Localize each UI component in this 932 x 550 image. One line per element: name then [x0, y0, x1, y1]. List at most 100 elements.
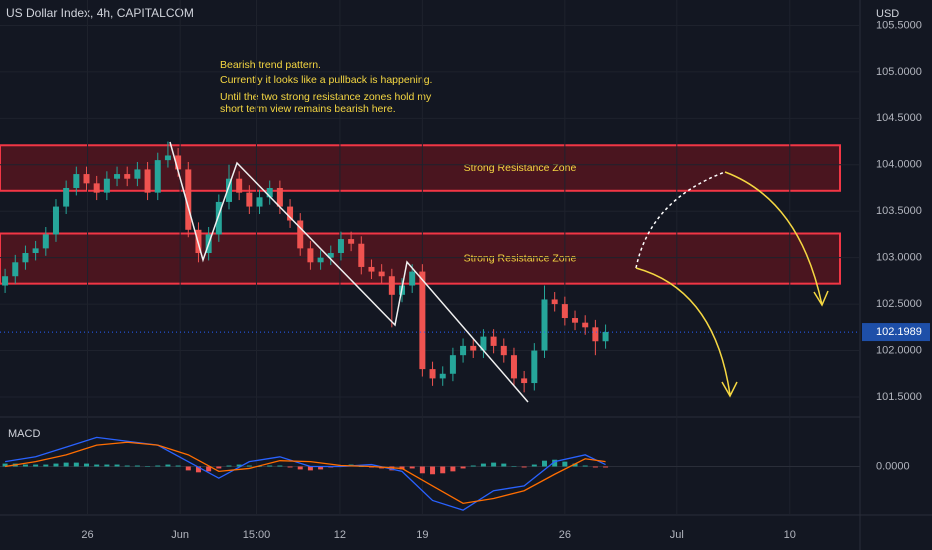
trend-lines — [169, 141, 529, 403]
candle-body — [358, 243, 365, 267]
macd-histogram-bar — [592, 466, 598, 468]
macd-histogram-bar — [33, 464, 39, 467]
zone-label: Strong Resistance Zone — [464, 162, 577, 174]
candle-body — [388, 276, 395, 295]
macd-histogram-bar — [195, 466, 201, 473]
macd-histogram-bar — [419, 466, 425, 474]
macd-histogram-bar — [114, 464, 120, 467]
candle-body — [317, 257, 324, 263]
macd-histogram-bar — [155, 465, 161, 467]
macd-histogram-bar — [63, 462, 69, 467]
y-axis-label: USD — [876, 8, 899, 20]
macd-histogram-bar — [246, 465, 252, 467]
macd-histogram-bar — [185, 466, 191, 471]
macd-histogram-bar — [257, 466, 263, 467]
macd-histogram-bar — [470, 465, 476, 467]
candle-body — [246, 192, 253, 207]
candle-body — [134, 169, 141, 179]
macd-histogram-bar — [236, 464, 242, 467]
macd-histogram-bar — [94, 464, 100, 467]
candle-body — [582, 322, 589, 328]
x-tick-label: 26 — [81, 529, 93, 541]
macd-histogram-bar — [562, 461, 568, 467]
candle-body — [561, 304, 568, 319]
candle-body — [73, 174, 80, 188]
candle-body — [429, 369, 436, 379]
candle-body — [602, 331, 609, 342]
plot — [0, 0, 860, 515]
x-tick-label: Jun — [171, 529, 189, 541]
macd-histogram-bar — [226, 465, 232, 467]
macd-histogram-bar — [175, 465, 181, 467]
candle-body — [42, 234, 49, 249]
candle-body — [460, 345, 467, 356]
candle-body — [287, 206, 294, 221]
candle-body — [12, 262, 19, 277]
candle-body — [164, 155, 171, 161]
macd-histogram-bar — [134, 465, 140, 467]
candle-body — [22, 253, 29, 263]
macd-histogram-bar — [2, 463, 8, 467]
candle-body — [307, 248, 314, 263]
macd-histogram-bar — [603, 466, 609, 468]
candle-body — [378, 271, 385, 277]
annotation: Until the two strong resistance zones ho… — [220, 91, 432, 103]
x-tick-label: 12 — [334, 529, 346, 541]
candle-body — [236, 178, 243, 193]
annotation: Currently it looks like a pullback is ha… — [220, 74, 432, 86]
candle-body — [185, 169, 192, 230]
macd-histogram-bar — [541, 460, 547, 467]
candle-body — [276, 187, 283, 207]
y-tick-label: 103.0000 — [876, 252, 922, 264]
macd-histogram-bar — [501, 463, 507, 467]
macd-title: MACD — [8, 428, 40, 440]
macd-histogram-bar — [267, 465, 273, 467]
y-tick-label: 104.0000 — [876, 159, 922, 171]
candle-body — [541, 299, 548, 351]
y-tick-label: 105.0000 — [876, 66, 922, 78]
macd-histogram-bar — [409, 466, 415, 469]
y-tick-label: 101.5000 — [876, 391, 922, 403]
candle-body — [592, 327, 599, 342]
arrow-head — [721, 381, 738, 398]
candle-body — [500, 345, 507, 356]
macd-histogram-bar — [430, 466, 436, 475]
macd-line — [4, 436, 606, 511]
last-price-label: 102.1989 — [876, 326, 922, 338]
y-tick-label: 105.5000 — [876, 19, 922, 31]
macd-histogram-bar — [318, 466, 324, 470]
candle-body — [572, 318, 579, 323]
candle-body — [256, 197, 263, 207]
y-tick-label: 102.5000 — [876, 298, 922, 310]
drop-arrow — [724, 171, 823, 306]
candle-body — [348, 239, 355, 244]
macd-histogram-bar — [531, 464, 537, 467]
macd-histogram-bar — [104, 464, 110, 467]
annotation: short term view remains bearish here. — [220, 103, 396, 115]
candle-body — [93, 183, 100, 193]
macd-histogram-bar — [480, 463, 486, 467]
last-price-box — [862, 323, 930, 342]
macd-histogram-bar — [22, 464, 28, 467]
candle-body — [266, 187, 273, 198]
candle-body — [215, 201, 222, 235]
x-tick-label: Jul — [670, 529, 684, 541]
y-tick-label: 103.5000 — [876, 205, 922, 217]
candle-body — [531, 350, 538, 384]
chart-title: US Dollar Index, 4h, CAPITALCOM — [6, 6, 194, 20]
macd-histogram-bar — [572, 463, 578, 467]
candle-body — [439, 373, 446, 379]
candle-body — [419, 271, 426, 370]
macd-histogram-bar — [216, 466, 222, 469]
y-tick-label: 104.5000 — [876, 112, 922, 124]
x-tick-label: 15:00 — [243, 529, 271, 541]
candle-body — [551, 299, 558, 305]
zone-label: Strong Resistance Zone — [464, 252, 577, 264]
candle-body — [114, 174, 121, 179]
candle-body — [52, 206, 59, 235]
macd-histogram-bar — [277, 465, 283, 467]
resistance-zone — [0, 144, 841, 192]
drop-arrow — [635, 267, 731, 396]
macd-histogram-bar — [84, 463, 90, 467]
